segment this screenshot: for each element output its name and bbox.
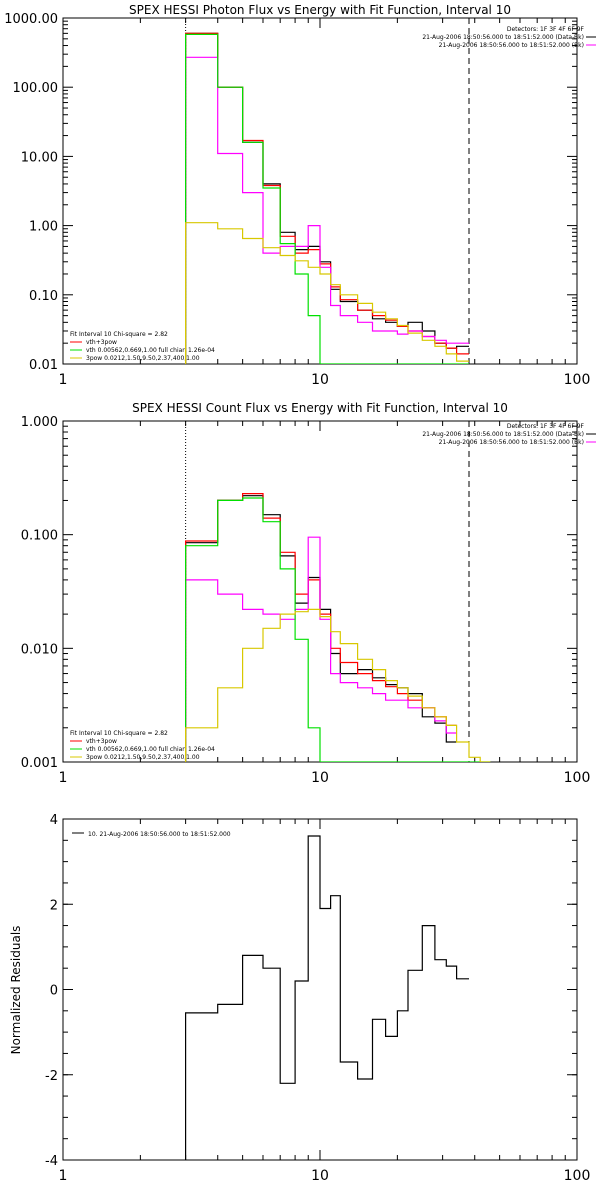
fit-info-line: Fit Interval 10 Chi-square = 2.82 bbox=[70, 730, 168, 737]
fit-info-line: Fit Interval 10 Chi-square = 2.82 bbox=[70, 331, 168, 338]
x-tick-label: 10 bbox=[311, 1168, 329, 1184]
x-tick-label: 1 bbox=[59, 770, 68, 786]
series-yellow bbox=[185, 222, 469, 364]
fit-legend-vth: vth 0.00562,0.669,1.00 full chian 1.26e-… bbox=[86, 347, 215, 354]
series-green bbox=[185, 497, 491, 762]
info-detectors: Detectors: 1F 3F 4F 6F 9F bbox=[507, 26, 585, 33]
series-black bbox=[185, 495, 457, 762]
y-tick-label: 0 bbox=[50, 984, 58, 999]
x-tick-label: 10 bbox=[311, 372, 329, 388]
y-tick-label: -2 bbox=[45, 1069, 58, 1084]
x-tick-label: 100 bbox=[564, 372, 591, 388]
x-tick-label: 100 bbox=[564, 770, 591, 786]
series-magenta bbox=[185, 56, 469, 364]
y-tick-label: 100.00 bbox=[13, 81, 59, 96]
fit-legend-vth: vth 0.00562,0.669,1.00 full chian 1.26e-… bbox=[86, 746, 215, 753]
y-tick-label: 1000.00 bbox=[4, 12, 58, 27]
info-detectors: Detectors: 1F 3F 4F 6F 9F bbox=[507, 423, 585, 430]
series-green bbox=[185, 33, 469, 364]
series-group bbox=[185, 835, 469, 1160]
y-tick-label: 0.010 bbox=[21, 642, 58, 657]
photon-flux-panel: SPEX HESSI Photon Flux vs Energy with Fi… bbox=[4, 3, 596, 388]
x-tick-label: 10 bbox=[311, 770, 329, 786]
chart-title: SPEX HESSI Photon Flux vs Energy with Fi… bbox=[129, 3, 511, 17]
series-black bbox=[185, 32, 469, 364]
y-tick-label: 0.10 bbox=[29, 289, 58, 304]
info-bk: 21-Aug-2006 18:50:56.000 to 18:51:52.000… bbox=[439, 439, 584, 446]
y-tick-label: 0.001 bbox=[21, 756, 58, 771]
plot-frame bbox=[62, 17, 578, 365]
y-tick-label: -4 bbox=[45, 1154, 58, 1169]
residuals-legend: 10. 21-Aug-2006 18:50:56.000 to 18:51:52… bbox=[88, 831, 231, 838]
fit-legend-3pow: 3pow 0.0212,1.50,9.50,2.37,400,1.00 bbox=[86, 754, 200, 761]
series-group bbox=[185, 32, 469, 364]
series-red bbox=[185, 32, 469, 364]
series-magenta bbox=[185, 536, 457, 762]
x-tick-label: 1 bbox=[59, 372, 68, 388]
series-group bbox=[185, 493, 491, 762]
y-tick-label: 0.01 bbox=[29, 358, 58, 373]
y-tick-label: 1.000 bbox=[21, 415, 58, 430]
y-tick-label: 4 bbox=[50, 813, 58, 828]
info-data-bk: 21-Aug-2006 18:50:56.000 to 18:51:52.000… bbox=[422, 34, 584, 41]
series-black bbox=[185, 835, 469, 1160]
chart-title: SPEX HESSI Count Flux vs Energy with Fit… bbox=[132, 401, 508, 415]
fit-legend-3pow: 3pow 0.0212,1.50,9.50,2.37,400,1.00 bbox=[86, 355, 200, 362]
y-tick-label: 0.100 bbox=[21, 529, 58, 544]
info-data-bk: 21-Aug-2006 18:50:56.000 to 18:51:52.000… bbox=[422, 431, 584, 438]
y-tick-label: 1.00 bbox=[29, 220, 58, 235]
y-tick-label: 10.00 bbox=[21, 150, 58, 165]
x-tick-label: 1 bbox=[59, 1168, 68, 1184]
series-red bbox=[185, 493, 457, 762]
fit-legend-total: vth+3pow bbox=[86, 339, 117, 346]
residuals-panel: Normalized Residuals 10. 21-Aug-2006 18:… bbox=[9, 813, 590, 1184]
info-bk: 21-Aug-2006 18:50:56.000 to 18:51:52.000… bbox=[439, 42, 584, 49]
count-flux-panel: SPEX HESSI Count Flux vs Energy with Fit… bbox=[21, 401, 596, 786]
y-tick-label: 2 bbox=[50, 898, 58, 913]
fit-legend-total: vth+3pow bbox=[86, 738, 117, 745]
series-yellow bbox=[185, 608, 491, 762]
y-axis-label: Normalized Residuals bbox=[9, 926, 23, 1055]
x-tick-label: 100 bbox=[564, 1168, 591, 1184]
